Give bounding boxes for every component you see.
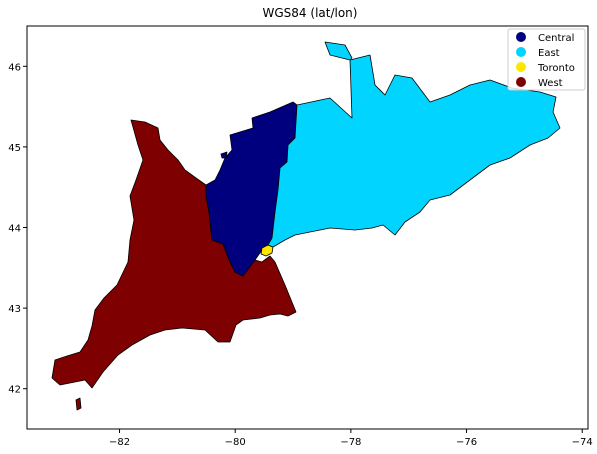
plot-area	[51, 41, 561, 411]
y-tick-label: 44	[8, 224, 21, 235]
region-central-island	[220, 151, 228, 159]
region-east	[267, 54, 561, 248]
legend-marker	[516, 47, 526, 57]
x-tick-label: −82	[109, 437, 130, 448]
x-tick-label: −80	[225, 437, 246, 448]
legend: Central East Toronto West	[507, 28, 586, 91]
y-tick-label: 43	[8, 304, 21, 315]
legend-label: East	[538, 48, 560, 59]
legend-box	[507, 28, 586, 91]
region-east-north-tip	[324, 41, 353, 61]
y-tick-label: 45	[8, 143, 21, 154]
y-axis-ticks: 42 43 44 45 46	[8, 62, 27, 396]
legend-marker	[516, 62, 526, 72]
y-tick-label: 46	[8, 62, 21, 73]
legend-label: West	[538, 78, 563, 89]
y-tick-label: 42	[8, 385, 21, 396]
legend-label: Central	[538, 33, 574, 44]
legend-marker	[516, 32, 526, 42]
region-west-island	[75, 397, 82, 411]
x-tick-label: −74	[572, 437, 593, 448]
legend-marker	[516, 77, 526, 87]
x-tick-label: −78	[340, 437, 361, 448]
x-tick-label: −76	[456, 437, 477, 448]
x-axis-ticks: −82 −80 −78 −76 −74	[109, 429, 593, 448]
chart-title: WGS84 (lat/lon)	[263, 6, 358, 20]
legend-label: Toronto	[537, 63, 575, 74]
